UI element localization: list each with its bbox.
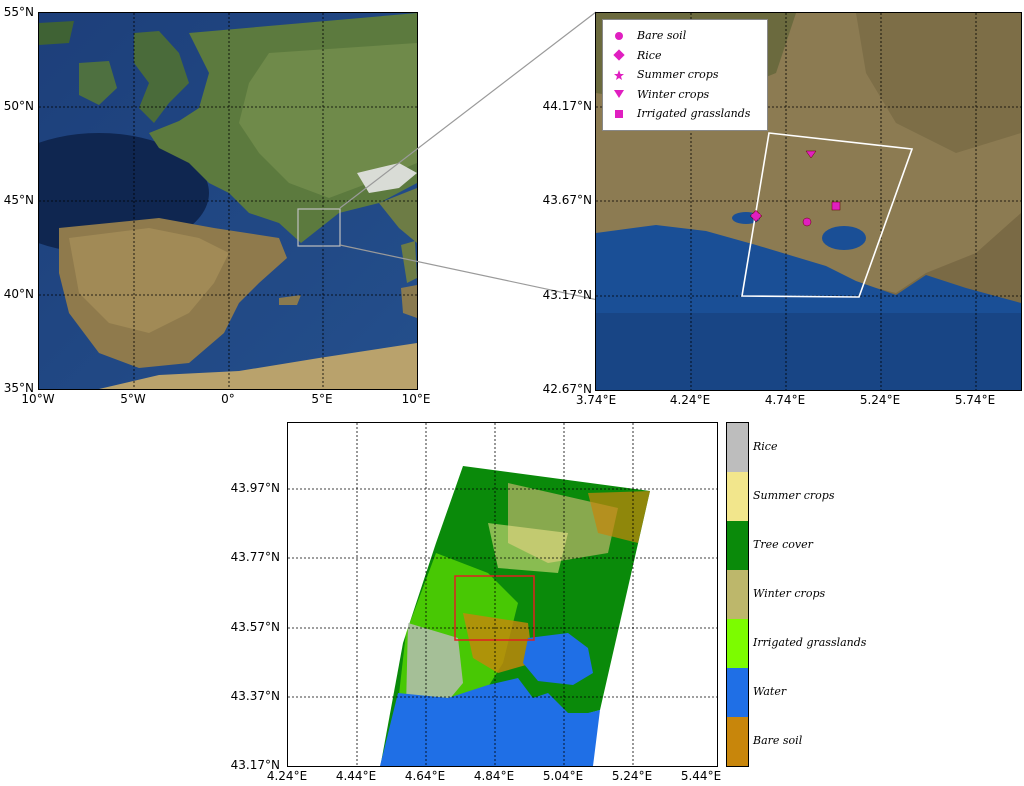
colorbar-label-bare-soil: Bare soil [753, 734, 803, 747]
europe-xtick-5w: 5°W [120, 392, 146, 406]
marker-winter-crops [805, 150, 817, 159]
legend-item-rice: Rice [611, 46, 759, 66]
zoom-xtick-524: 5.24°E [859, 393, 901, 407]
colorbar-summer-crops [727, 472, 748, 521]
marker-summer-crops [751, 210, 761, 220]
zoom-xtick-424: 4.24°E [669, 393, 711, 407]
europe-xtick-10w: 10°W [21, 392, 55, 406]
legend-label: Rice [637, 48, 662, 62]
zoom-xtick-574: 5.74°E [954, 393, 996, 407]
class-xtick-444: 4.44°E [335, 769, 377, 783]
colorbar-label-water: Water [753, 685, 787, 698]
colorbar-water [727, 668, 748, 717]
zoom-map-gridlines [596, 13, 1021, 390]
colorbar-bare-soil [727, 717, 748, 766]
colorbar-irrigated-grasslands [727, 619, 748, 668]
class-xtick-484: 4.84°E [473, 769, 515, 783]
study-area-footprint [741, 132, 914, 298]
europe-ytick-45: 45°N [3, 193, 34, 207]
zoom-map: Bare soil Rice Summer crops Winter crops… [595, 12, 1022, 391]
class-ytick-4317: 43.17°N [230, 758, 280, 772]
class-xtick-504: 5.04°E [542, 769, 584, 783]
zoom-ytick-4367: 43.67°N [542, 193, 592, 207]
europe-map [38, 12, 418, 390]
classification-map-image [288, 423, 717, 766]
colorbar-winter-crops [727, 570, 748, 619]
colorbar-rice [727, 423, 748, 472]
classification-map [287, 422, 718, 767]
class-xtick-544: 5.44°E [680, 769, 722, 783]
zoom-ytick-4417: 44.17°N [542, 99, 592, 113]
legend-label: Irrigated grasslands [637, 107, 751, 121]
legend-item-summer-crops: Summer crops [611, 65, 759, 85]
zoom-ytick-4317: 43.17°N [542, 288, 592, 302]
zoom-xtick-474: 4.74°E [764, 393, 806, 407]
legend-diamond-icon [613, 49, 625, 61]
europe-map-gridlines [39, 13, 417, 389]
class-xtick-424: 4.24°E [266, 769, 308, 783]
zoom-ytick-4267: 42.67°N [542, 382, 592, 396]
legend-item-winter-crops: Winter crops [611, 85, 759, 105]
classification-colorbar [726, 422, 749, 767]
zoom-highlight-box [454, 575, 535, 641]
legend-label: Summer crops [637, 68, 719, 82]
europe-xtick-10e: 10°E [401, 392, 431, 406]
colorbar-tree-cover [727, 521, 748, 570]
zoom-xtick-374: 3.74°E [575, 393, 617, 407]
legend-label: Winter crops [637, 87, 710, 101]
legend-square-icon [615, 109, 623, 118]
colorbar-label-rice: Rice [753, 440, 778, 453]
class-ytick-4357: 43.57°N [230, 620, 280, 634]
marker-bare-soil [802, 217, 812, 227]
colorbar-label-winter-crops: Winter crops [753, 587, 826, 600]
legend-item-bare-soil: Bare soil [611, 26, 759, 46]
legend-triangle-down-icon [614, 90, 624, 99]
class-xtick-464: 4.64°E [404, 769, 446, 783]
zoom-map-legend: Bare soil Rice Summer crops Winter crops… [602, 19, 768, 131]
europe-map-image [39, 13, 417, 389]
legend-label: Bare soil [637, 29, 687, 43]
class-ytick-4377: 43.77°N [230, 550, 280, 564]
europe-ytick-50: 50°N [3, 99, 34, 113]
marker-irrigated-grasslands [831, 201, 841, 211]
colorbar-label-tree-cover: Tree cover [753, 538, 813, 551]
class-ytick-4397: 43.97°N [230, 481, 280, 495]
colorbar-label-irrigated-grasslands: Irrigated grasslands [753, 636, 867, 649]
europe-xtick-0: 0° [221, 392, 235, 406]
legend-circle-icon [615, 31, 623, 40]
classification-map-gridlines [288, 423, 717, 766]
europe-ytick-55: 55°N [3, 5, 34, 19]
zoom-region-box [297, 208, 341, 247]
colorbar-label-summer-crops: Summer crops [753, 489, 835, 502]
europe-ytick-35: 35°N [3, 381, 34, 395]
class-xtick-524: 5.24°E [611, 769, 653, 783]
europe-ytick-40: 40°N [3, 287, 34, 301]
legend-star-icon [614, 69, 624, 80]
class-ytick-4337: 43.37°N [230, 689, 280, 703]
europe-xtick-5e: 5°E [311, 392, 333, 406]
legend-item-irrigated-grasslands: Irrigated grasslands [611, 104, 759, 124]
